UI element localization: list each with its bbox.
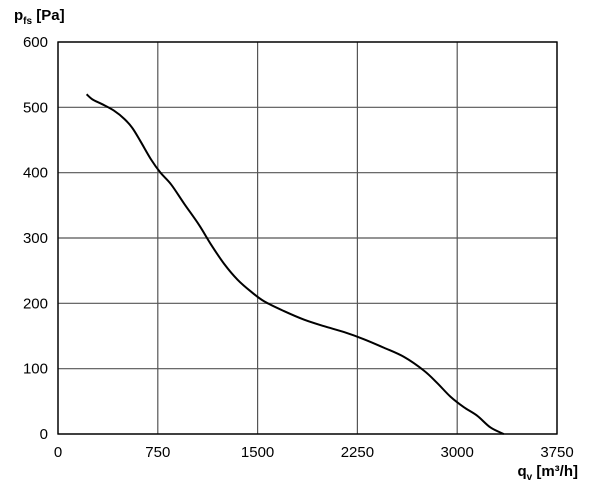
y-tick-label: 300 xyxy=(23,230,48,247)
plot-frame xyxy=(57,41,558,435)
grid xyxy=(57,41,558,435)
y-tick-label: 0 xyxy=(40,426,48,443)
x-tick-label: 3000 xyxy=(441,444,474,461)
series-layer xyxy=(85,93,505,435)
x-tick-label: 3750 xyxy=(540,444,573,461)
y-tick-label: 500 xyxy=(23,99,48,116)
x-tick-label: 0 xyxy=(54,444,62,461)
y-tick-label: 100 xyxy=(23,361,48,378)
x-axis-title: qv [m³/h] xyxy=(517,463,578,483)
y-tick-label: 200 xyxy=(23,295,48,312)
x-tick-label: 2250 xyxy=(341,444,374,461)
y-tick-label: 600 xyxy=(23,34,48,51)
series-line xyxy=(85,93,505,435)
y-axis-title: pfs [Pa] xyxy=(14,7,65,27)
tick-labels: 0 750 1500 2250 3000 3750 0 100 200 300 400 500 600 xyxy=(23,34,574,461)
x-tick-label: 1500 xyxy=(241,444,274,461)
y-tick-label: 400 xyxy=(23,165,48,182)
plot-border xyxy=(57,41,558,435)
x-tick-label: 750 xyxy=(145,444,170,461)
